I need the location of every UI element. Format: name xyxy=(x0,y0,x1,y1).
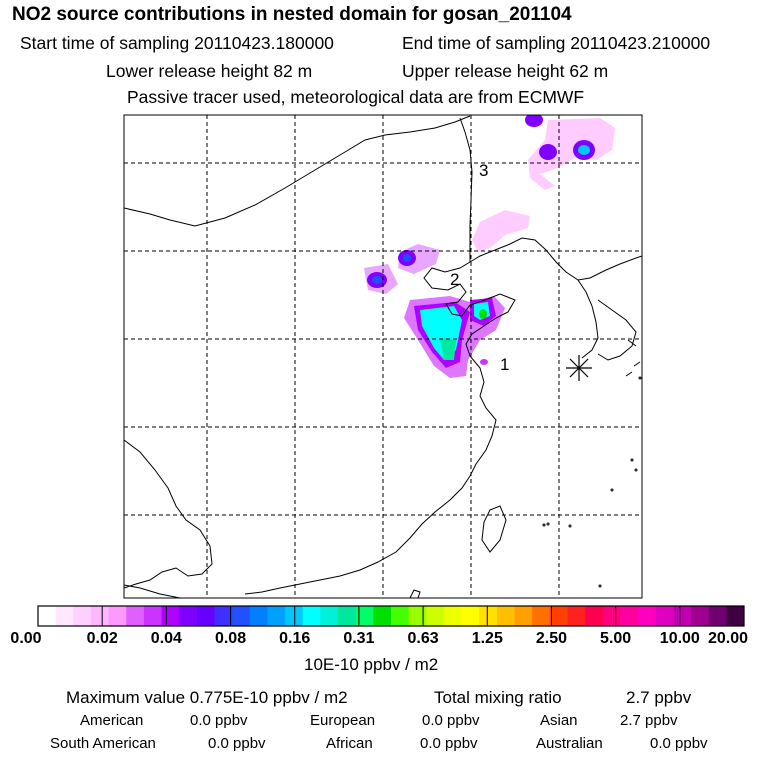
maximum-value-label: Maximum value 0.775E-10 ppbv / m2 xyxy=(66,688,348,707)
receptor-asterisk-icon xyxy=(566,355,592,381)
australian-label: Australian xyxy=(536,735,603,752)
marker-3: 3 xyxy=(479,161,488,180)
european-value: 0.0 ppbv xyxy=(422,712,480,729)
lower-release-height-label: Lower release height 82 m xyxy=(106,61,313,81)
start-time-label: Start time of sampling 20110423.180000 xyxy=(20,33,334,53)
african-label: African xyxy=(326,735,373,752)
european-label: European xyxy=(310,712,376,729)
map-frame xyxy=(123,114,643,599)
colorbar-tick-label: 0.00 xyxy=(10,630,42,647)
upper-release-height-label: Upper release height 62 m xyxy=(402,61,609,81)
colorbar-tick-label: 2.50 xyxy=(535,630,568,647)
grid-lines xyxy=(124,115,642,598)
american-value: 0.0 ppbv xyxy=(190,712,248,729)
american-label: American xyxy=(80,712,144,729)
colorbar-tick-label: 0.16 xyxy=(279,630,311,647)
african-value: 0.0 ppbv xyxy=(420,735,478,752)
colorbar-unit-label: 10E-10 ppbv / m2 xyxy=(304,655,439,674)
colorbar-tick-label: 20.00 xyxy=(707,630,749,647)
colorbar-tick-label: 0.02 xyxy=(86,630,118,647)
map-panel: 3 2 1 xyxy=(123,114,643,599)
colorbar-tick-label: 0.08 xyxy=(214,630,247,647)
colorbar-tick-label: 5.00 xyxy=(600,630,632,647)
total-mixing-ratio-value: 2.7 ppbv xyxy=(626,688,692,707)
south-american-label: South American xyxy=(50,735,156,752)
colorbar-tick-label: 1.25 xyxy=(471,630,503,647)
tracer-note: Passive tracer used, meteorological data… xyxy=(127,87,585,107)
colorbar-tick-label: 0.63 xyxy=(407,630,439,647)
marker-1: 1 xyxy=(500,355,509,374)
colorbar-tick-label: 0.31 xyxy=(343,630,375,647)
asian-label: Asian xyxy=(540,712,578,729)
plot-title: NO2 source contributions in nested domai… xyxy=(12,4,572,25)
marker-2: 2 xyxy=(450,270,459,289)
concentration-plume xyxy=(364,115,615,378)
colorbar-tick-label: 10.00 xyxy=(659,630,700,647)
end-time-label: End time of sampling 20110423.210000 xyxy=(402,33,711,53)
colorbar-tick-label: 0.04 xyxy=(150,630,182,647)
south-american-value: 0.0 ppbv xyxy=(208,735,266,752)
total-mixing-ratio-label: Total mixing ratio xyxy=(434,688,562,707)
asian-value: 2.7 ppbv xyxy=(620,712,678,729)
australian-value: 0.0 ppbv xyxy=(650,735,708,752)
